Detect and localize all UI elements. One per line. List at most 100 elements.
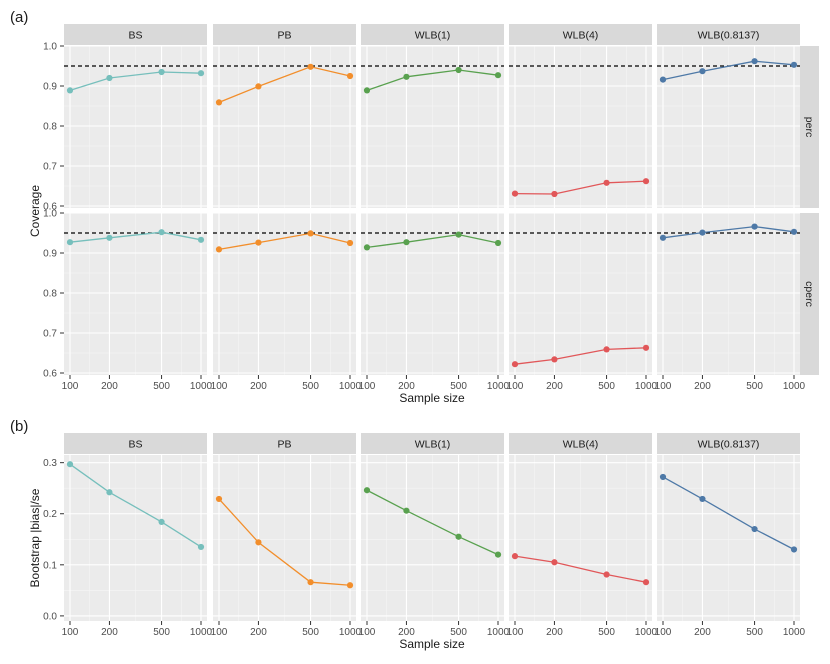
panel-bias-wlb-0-8137 bbox=[657, 455, 800, 621]
y-tick-label: 0.6 bbox=[43, 369, 57, 380]
wlb-4-cperc-point-500 bbox=[603, 346, 610, 353]
wlb-4-perc-point-200 bbox=[551, 190, 558, 198]
wlb-1-perc-series-line bbox=[366, 69, 499, 92]
wlb-0-8137-cperc-series-line bbox=[662, 225, 795, 239]
facet-strip-label: PB bbox=[277, 439, 291, 451]
x-tick-label: 200 bbox=[694, 381, 711, 392]
x-tick-label: 100 bbox=[507, 381, 524, 392]
pb-cperc-point-500 bbox=[307, 230, 314, 237]
wlb-1-perc-point-200 bbox=[403, 73, 410, 80]
facet-strip-label: BS bbox=[128, 439, 142, 451]
facet-strip-wlb-0-8137 bbox=[657, 24, 800, 45]
coverage-chart: BS PB WLB(1) WLB(4) WLB(0.8137) perc 0.6 0.7 0.8… bbox=[28, 24, 819, 405]
wlb-0-8137-cperc-point-200 bbox=[699, 229, 706, 236]
y-tick-label: 0.9 bbox=[43, 249, 57, 260]
x-tick-label: 200 bbox=[398, 627, 415, 638]
y-tick-label: 0.6 bbox=[43, 202, 57, 213]
x-tick-label: 200 bbox=[546, 627, 563, 638]
wlb-0-8137-bias-point-1000 bbox=[790, 546, 798, 553]
pb-perc-point-500 bbox=[307, 63, 314, 70]
wlb-4-cperc-point-200 bbox=[551, 356, 558, 363]
facet-strip-label: WLB(1) bbox=[415, 439, 451, 451]
panel-bias-wlb-4 bbox=[509, 455, 652, 621]
panel-bias-bs bbox=[64, 455, 207, 621]
wlb-0-8137-perc-point-1000 bbox=[790, 61, 798, 68]
bs-bias-point-1000 bbox=[197, 543, 205, 551]
facet-strip-wlb-4 bbox=[509, 433, 652, 454]
bs-bias-point-100 bbox=[66, 461, 74, 468]
facet-strip-pb bbox=[213, 433, 356, 454]
wlb-4-bias-point-100 bbox=[511, 553, 519, 560]
wlb-0-8137-cperc-point-500 bbox=[751, 223, 758, 230]
x-tick-label: 1000 bbox=[487, 381, 510, 392]
x-tick-label: 200 bbox=[101, 627, 118, 638]
x-tick-label: 200 bbox=[101, 381, 118, 392]
x-tick-label: 200 bbox=[398, 381, 415, 392]
x-tick-label: 200 bbox=[546, 381, 563, 392]
wlb-0-8137-bias-point-200 bbox=[699, 495, 706, 503]
wlb-4-cperc-point-100 bbox=[511, 361, 519, 368]
x-axis-title: Sample size bbox=[399, 637, 465, 651]
x-tick-label: 500 bbox=[302, 627, 319, 638]
panel-cperc-wlb-4 bbox=[509, 212, 652, 375]
wlb-0-8137-perc-series-line bbox=[662, 60, 795, 81]
x-tick-label: 1000 bbox=[783, 627, 806, 638]
panel-perc-pb bbox=[213, 45, 356, 208]
y-tick-label: 0.7 bbox=[43, 329, 57, 340]
bs-cperc-point-200 bbox=[106, 234, 113, 241]
pb-perc-series-line bbox=[218, 66, 351, 104]
facet-strip-bs bbox=[64, 24, 207, 45]
x-tick-label: 500 bbox=[450, 627, 467, 638]
wlb-0-8137-bias-point-500 bbox=[751, 525, 758, 533]
bs-cperc-point-500 bbox=[158, 229, 165, 236]
x-tick-label: 100 bbox=[655, 627, 672, 638]
pb-bias-point-100 bbox=[215, 495, 223, 503]
bs-bias-point-500 bbox=[158, 518, 165, 526]
wlb-1-cperc-point-100 bbox=[363, 244, 371, 251]
wlb-1-bias-point-1000 bbox=[494, 551, 502, 558]
y-tick-label: 1.0 bbox=[43, 42, 57, 53]
pb-cperc-point-100 bbox=[215, 246, 223, 253]
wlb-0-8137-bias-point-100 bbox=[659, 473, 667, 481]
pb-cperc-series-line bbox=[218, 232, 351, 251]
facet-strip-label: WLB(1) bbox=[415, 30, 451, 42]
wlb-1-bias-series-line bbox=[366, 489, 499, 556]
x-tick-label: 200 bbox=[250, 381, 267, 392]
wlb-1-perc-point-100 bbox=[363, 87, 371, 94]
x-tick-label: 1000 bbox=[487, 627, 510, 638]
x-tick-label: 100 bbox=[211, 627, 228, 638]
x-tick-label: 100 bbox=[507, 627, 524, 638]
facet-strip-label: WLB(4) bbox=[563, 30, 599, 42]
wlb-1-perc-point-1000 bbox=[494, 72, 502, 79]
wlb-0-8137-perc-point-500 bbox=[751, 58, 758, 65]
figure-a-label: (a) bbox=[10, 9, 28, 26]
facet-strip-bs bbox=[64, 433, 207, 454]
x-tick-label: 500 bbox=[746, 627, 763, 638]
wlb-0-8137-cperc-point-100 bbox=[659, 234, 667, 241]
x-tick-label: 1000 bbox=[635, 627, 658, 638]
facet-strip-wlb-1 bbox=[361, 24, 504, 45]
bs-cperc-series-line bbox=[69, 231, 202, 243]
facet-strip-wlb-1 bbox=[361, 433, 504, 454]
panel-perc-bs bbox=[64, 45, 207, 208]
panel-perc-wlb-1 bbox=[361, 45, 504, 208]
x-axis-title: Sample size bbox=[399, 391, 465, 405]
facet-strip-wlb-4 bbox=[509, 24, 652, 45]
panel-bias-wlb-1 bbox=[361, 455, 504, 621]
bs-bias-series-line bbox=[69, 463, 202, 548]
x-tick-label: 200 bbox=[250, 627, 267, 638]
y-axis-title: Coverage bbox=[28, 185, 42, 237]
pb-cperc-point-1000 bbox=[346, 239, 354, 247]
wlb-1-bias-point-500 bbox=[455, 533, 462, 540]
facet-strip-label: WLB(4) bbox=[563, 439, 599, 451]
wlb-1-cperc-point-500 bbox=[455, 231, 462, 238]
wlb-0-8137-perc-point-100 bbox=[659, 76, 667, 83]
y-tick-label: 0.8 bbox=[43, 122, 57, 133]
x-tick-label: 500 bbox=[598, 381, 615, 392]
x-tick-label: 1000 bbox=[339, 381, 362, 392]
pb-cperc-point-200 bbox=[255, 239, 262, 246]
wlb-4-perc-point-100 bbox=[511, 190, 519, 197]
wlb-4-bias-point-1000 bbox=[642, 579, 650, 586]
wlb-4-perc-point-500 bbox=[603, 179, 610, 186]
